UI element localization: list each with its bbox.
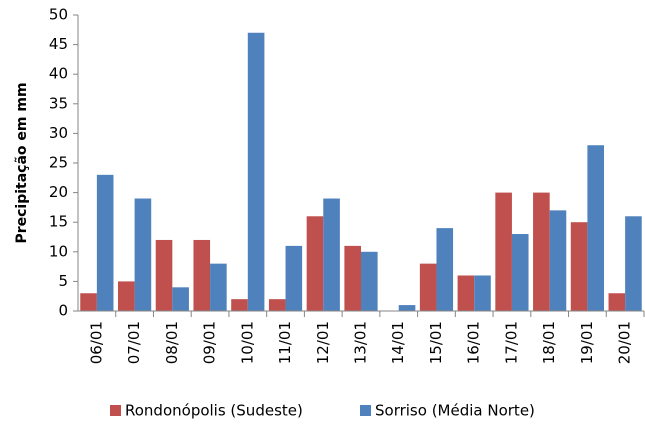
bar <box>268 299 286 311</box>
bar <box>570 222 588 311</box>
bar <box>306 216 324 311</box>
x-tick-label: 13/01 <box>352 321 370 364</box>
x-tick-label: 06/01 <box>87 321 105 364</box>
bar <box>457 275 475 311</box>
legend-swatch <box>360 405 371 416</box>
y-tick-label: 5 <box>58 272 68 290</box>
bar <box>134 198 152 311</box>
bar <box>96 174 114 311</box>
bar <box>511 234 529 311</box>
legend-label: Sorriso (Média Norte) <box>375 402 535 420</box>
y-tick-label: 15 <box>49 213 68 231</box>
bar <box>436 228 454 311</box>
y-tick-label: 0 <box>58 302 68 320</box>
bar <box>533 192 550 311</box>
y-tick-label: 10 <box>49 242 68 260</box>
x-tick-label: 07/01 <box>125 321 143 364</box>
x-tick-label: 15/01 <box>427 321 445 364</box>
bar <box>495 192 512 311</box>
y-tick-label: 25 <box>49 154 68 172</box>
y-tick-label: 50 <box>49 6 68 24</box>
x-tick-label: 09/01 <box>201 321 219 364</box>
x-tick-label: 18/01 <box>540 321 558 364</box>
y-axis-label: Precipitação em mm <box>14 82 30 243</box>
y-tick-label: 35 <box>49 94 68 112</box>
bar <box>247 32 265 311</box>
bar <box>344 245 361 311</box>
bar <box>155 239 173 311</box>
bar <box>608 293 626 311</box>
bar <box>285 245 303 311</box>
x-tick-label: 19/01 <box>578 321 596 364</box>
x-tick-label: 14/01 <box>389 321 407 364</box>
x-tick-label: 17/01 <box>502 321 520 364</box>
x-tick-label: 10/01 <box>238 321 256 364</box>
bar <box>210 263 227 311</box>
bar <box>398 305 416 311</box>
x-tick-label: 12/01 <box>314 321 332 364</box>
bar <box>474 275 491 311</box>
legend-label: Rondonópolis (Sudeste) <box>125 402 303 420</box>
bar <box>361 251 378 311</box>
x-tick-label: 16/01 <box>465 321 483 364</box>
bar <box>625 216 642 311</box>
y-tick-label: 30 <box>49 124 68 142</box>
legend-swatch <box>110 405 121 416</box>
y-tick-label: 20 <box>49 183 68 201</box>
bar <box>323 198 340 311</box>
bar <box>117 281 135 311</box>
bar <box>587 145 605 311</box>
x-tick-label: 08/01 <box>163 321 181 364</box>
bar <box>193 239 211 311</box>
bar <box>172 287 189 311</box>
bar <box>231 299 248 311</box>
bar <box>419 263 437 311</box>
bar <box>549 210 567 311</box>
y-tick-label: 45 <box>49 35 68 53</box>
bar <box>80 293 97 311</box>
y-tick-label: 40 <box>49 65 68 83</box>
x-tick-label: 11/01 <box>276 321 294 364</box>
x-tick-label: 20/01 <box>616 321 634 364</box>
